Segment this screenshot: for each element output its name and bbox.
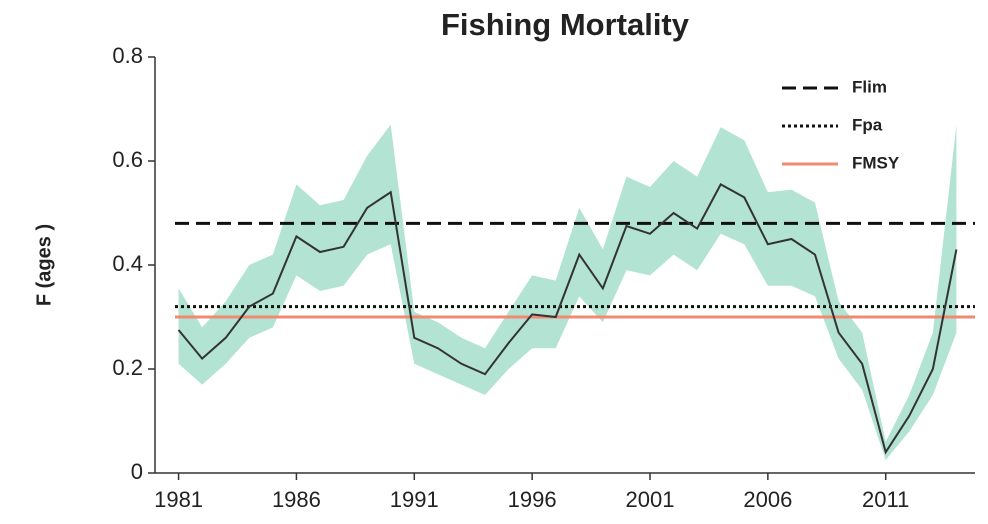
chart-title: Fishing Mortality — [441, 7, 690, 42]
x-tick-label: 2001 — [626, 487, 675, 512]
legend-label: Flim — [852, 77, 887, 96]
legend-label: FMSY — [852, 153, 900, 172]
y-tick-label: 0.2 — [112, 355, 143, 380]
y-tick-label: 0.8 — [112, 43, 143, 68]
x-tick-label: 1981 — [154, 487, 203, 512]
confidence-band — [178, 124, 957, 460]
y-tick-label: 0.6 — [112, 147, 143, 172]
x-tick-label: 2011 — [862, 487, 909, 512]
y-axis-label: F (ages ) — [33, 224, 55, 306]
x-tick-label: 2006 — [743, 487, 792, 512]
legend-label: Fpa — [852, 115, 883, 134]
x-tick-label: 1991 — [390, 487, 439, 512]
f-line — [177, 183, 958, 455]
x-tick-label: 1996 — [508, 487, 557, 512]
y-tick-label: 0 — [131, 459, 143, 484]
y-tick-label: 0.4 — [112, 251, 143, 276]
x-tick-label: 1986 — [272, 487, 321, 512]
